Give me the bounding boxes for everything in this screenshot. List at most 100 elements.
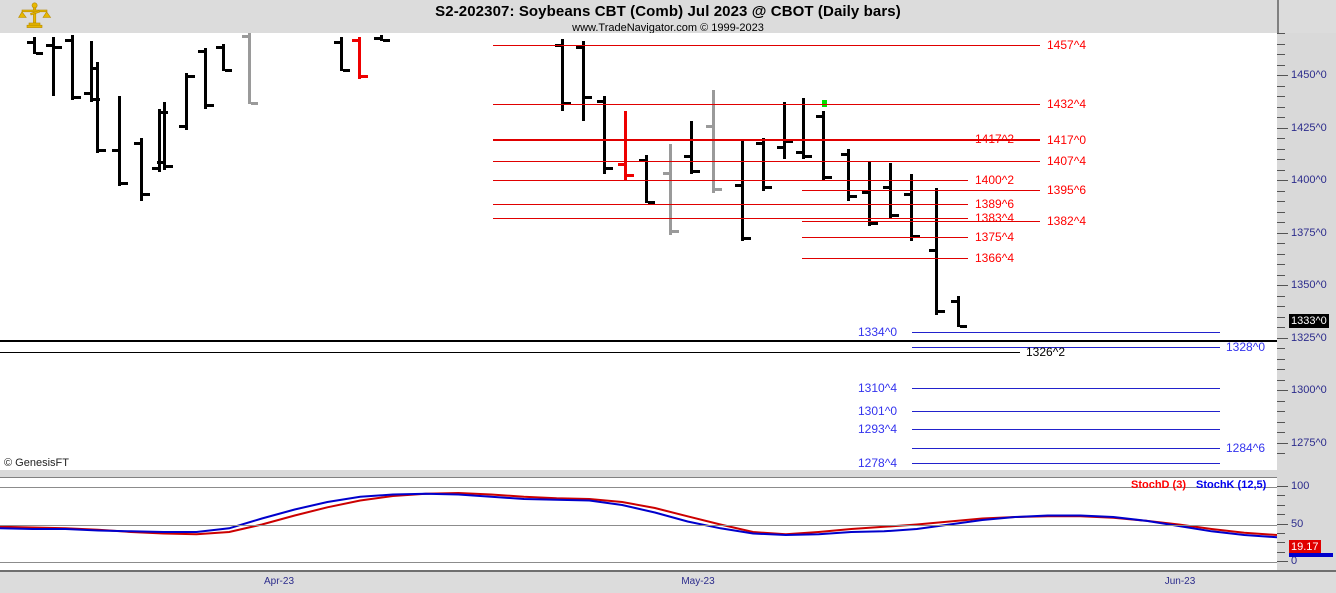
ohlc-bar bbox=[71, 35, 74, 101]
stoch-gridline-0 bbox=[0, 562, 1277, 563]
price-axis-minor-tick bbox=[1277, 159, 1285, 161]
price-axis-minor-tick bbox=[1277, 306, 1285, 308]
ohlc-bar bbox=[222, 43, 225, 71]
stoch-axis-label: 100 bbox=[1291, 480, 1310, 492]
ohlc-close-tick bbox=[850, 194, 857, 198]
ohlc-close-tick bbox=[648, 201, 655, 205]
ohlc-bar bbox=[358, 37, 361, 80]
stoch-k-legend: StochK (12,5) bbox=[1196, 479, 1267, 491]
stoch-gridline-100 bbox=[0, 487, 1277, 488]
price-axis-minor-tick bbox=[1277, 85, 1285, 87]
price-axis-minor-tick bbox=[1277, 453, 1285, 455]
ohlc-close-tick bbox=[361, 75, 368, 79]
ohlc-bar bbox=[762, 138, 765, 191]
chart-header: S2-202307: Soybeans CBT (Comb) Jul 2023 … bbox=[0, 0, 1336, 34]
ohlc-open-tick bbox=[796, 150, 803, 154]
ohlc-bar bbox=[158, 108, 161, 172]
ohlc-bar bbox=[380, 35, 383, 42]
ohlc-bar bbox=[204, 47, 207, 109]
price-axis-label: 1400^0 bbox=[1291, 174, 1327, 187]
price-axis-minor-tick bbox=[1277, 243, 1285, 245]
price-axis-label: 1275^0 bbox=[1291, 436, 1327, 449]
projection-pane[interactable]: © GenesisFT bbox=[0, 342, 1277, 470]
stoch-axis-minor-tick bbox=[1277, 542, 1285, 544]
ohlc-open-tick bbox=[555, 43, 562, 47]
ohlc-open-tick bbox=[904, 192, 911, 196]
stochastic-pane[interactable]: StochD (3) StochK (12,5) bbox=[0, 477, 1277, 571]
stoch-axis-label: 50 bbox=[1291, 517, 1304, 530]
ohlc-close-tick bbox=[585, 96, 592, 100]
stoch-series-line bbox=[0, 492, 1277, 539]
price-axis-minor-tick bbox=[1277, 211, 1285, 213]
price-axis-minor-tick bbox=[1277, 432, 1285, 434]
ohlc-open-tick bbox=[735, 184, 742, 188]
ohlc-bar bbox=[163, 102, 166, 170]
last-price-badge: 1333^0 bbox=[1289, 313, 1329, 328]
price-axis-label: 1300^0 bbox=[1291, 384, 1327, 397]
ohlc-close-tick bbox=[251, 102, 258, 106]
price-axis-minor-tick bbox=[1277, 169, 1285, 171]
ohlc-bar bbox=[582, 41, 585, 122]
price-axis-tick bbox=[1277, 285, 1288, 287]
ohlc-open-tick bbox=[706, 125, 713, 129]
ohlc-close-tick bbox=[343, 68, 350, 72]
stoch-axis-tick bbox=[1277, 561, 1288, 562]
price-axis[interactable]: 1450^0 1425^0 1400^0 1375^0 1350^0 1325^0 1300… bbox=[1277, 33, 1336, 470]
ohlc-open-tick bbox=[179, 125, 186, 129]
ohlc-open-tick bbox=[90, 66, 97, 70]
price-axis-minor-tick bbox=[1277, 295, 1285, 297]
date-axis[interactable]: Apr-23 May-23 Jun-23 bbox=[0, 570, 1336, 593]
ohlc-bar bbox=[645, 154, 648, 204]
ohlc-bar bbox=[847, 148, 850, 202]
ohlc-open-tick bbox=[374, 37, 381, 41]
stoch-axis-minor-tick bbox=[1277, 504, 1285, 506]
price-axis-tick bbox=[1277, 337, 1288, 339]
price-axis-tick bbox=[1277, 390, 1288, 392]
ohlc-close-tick bbox=[36, 51, 43, 55]
ohlc-open-tick bbox=[951, 299, 958, 303]
ohlc-open-tick bbox=[684, 154, 691, 158]
price-axis-minor-tick bbox=[1277, 222, 1285, 224]
ohlc-bar bbox=[561, 39, 564, 111]
ohlc-bar bbox=[33, 37, 36, 54]
price-axis-minor-tick bbox=[1277, 106, 1285, 108]
chart-subtitle: www.TradeNavigator.com © 1999-2023 bbox=[572, 22, 764, 34]
ohlc-close-tick bbox=[892, 213, 899, 217]
ohlc-close-tick bbox=[55, 45, 62, 49]
ohlc-bar bbox=[910, 173, 913, 241]
ohlc-open-tick bbox=[157, 161, 164, 165]
ohlc-close-tick bbox=[786, 140, 793, 144]
ohlc-open-tick bbox=[639, 159, 646, 163]
ohlc-close-tick bbox=[74, 96, 81, 100]
ohlc-open-tick bbox=[112, 148, 119, 152]
stoch-axis-tick bbox=[1277, 486, 1288, 487]
price-axis-minor-tick bbox=[1277, 348, 1285, 350]
stoch-axis-minor-tick bbox=[1277, 551, 1285, 553]
stochastic-curves bbox=[0, 491, 1277, 539]
stoch-k-marker bbox=[1289, 552, 1333, 557]
price-pane[interactable] bbox=[0, 33, 1277, 342]
ohlc-close-tick bbox=[121, 182, 128, 186]
stoch-value-badge: 19.17 bbox=[1289, 539, 1321, 554]
ohlc-open-tick bbox=[862, 190, 869, 194]
price-axis-label: 1425^0 bbox=[1291, 121, 1327, 134]
stoch-d-legend: StochD (3) bbox=[1131, 479, 1186, 491]
ohlc-close-tick bbox=[913, 234, 920, 238]
stoch-axis-minor-tick bbox=[1277, 495, 1285, 497]
ohlc-open-tick bbox=[883, 186, 890, 190]
stochastic-axis[interactable]: 100 50 0 19.17 bbox=[1277, 470, 1336, 570]
gold-scales-icon bbox=[18, 2, 52, 32]
price-axis-minor-tick bbox=[1277, 274, 1285, 276]
price-axis-minor-tick bbox=[1277, 369, 1285, 371]
ohlc-bar bbox=[783, 102, 786, 160]
price-axis-minor-tick bbox=[1277, 379, 1285, 381]
price-axis-label: 1325^0 bbox=[1291, 331, 1327, 344]
price-axis-minor-tick bbox=[1277, 64, 1285, 66]
ohlc-open-tick bbox=[576, 45, 583, 49]
ohlc-bar bbox=[802, 98, 805, 160]
price-axis-minor-tick bbox=[1277, 421, 1285, 423]
ohlc-close-tick bbox=[383, 39, 390, 43]
ohlc-bar bbox=[52, 37, 55, 96]
price-axis-label: 1450^0 bbox=[1291, 69, 1327, 82]
